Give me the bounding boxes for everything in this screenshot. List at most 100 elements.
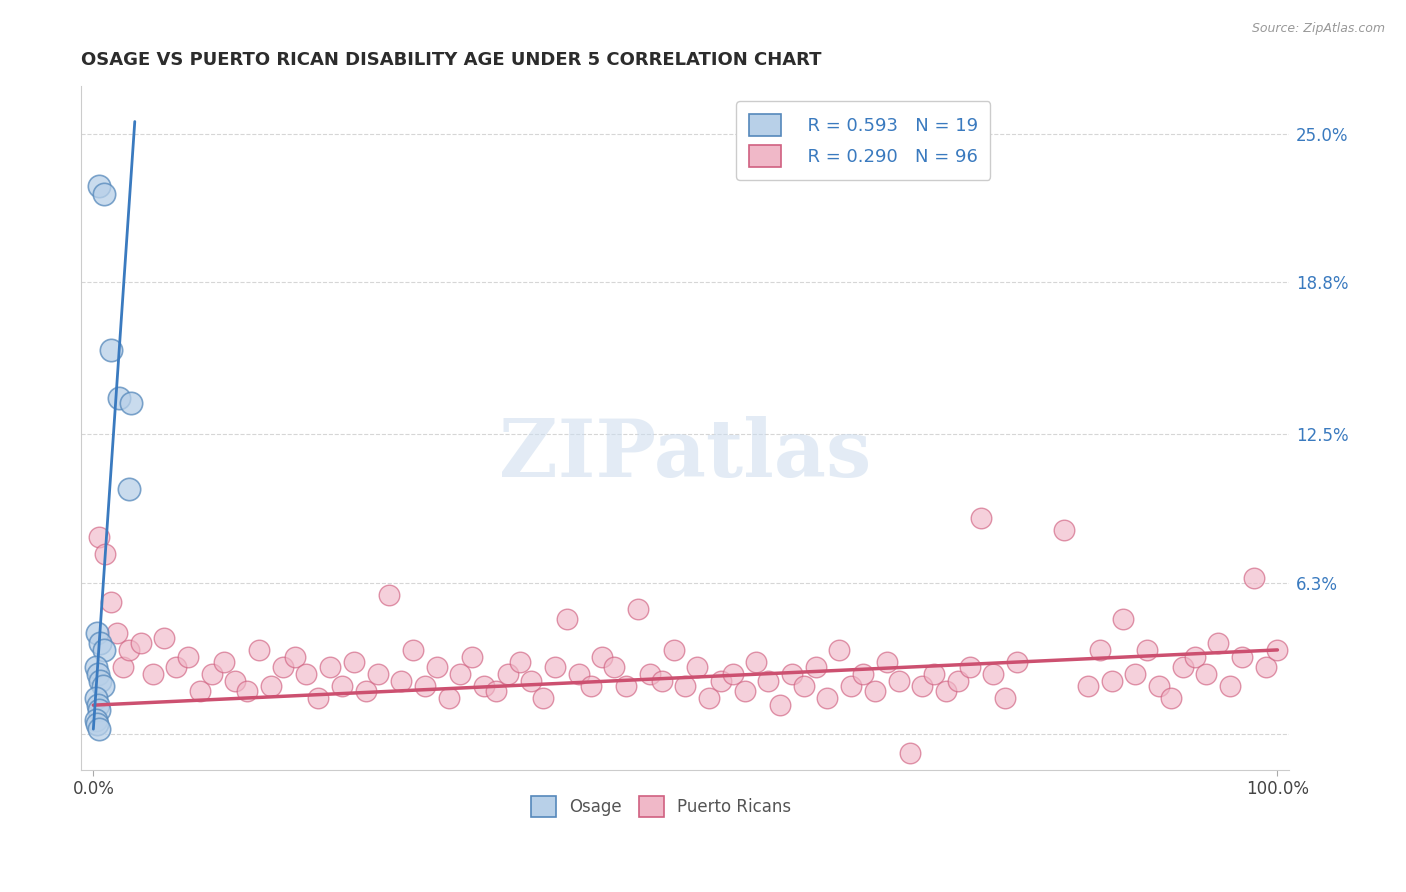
Point — [911, 679, 934, 693]
Point — [887, 674, 910, 689]
Point — [188, 683, 211, 698]
Point — [307, 690, 329, 705]
Point — [863, 683, 886, 698]
Point — [153, 631, 176, 645]
Point — [555, 612, 578, 626]
Point — [793, 679, 815, 693]
Point — [1184, 650, 1206, 665]
Point — [87, 667, 110, 681]
Point — [1254, 659, 1277, 673]
Point — [627, 602, 650, 616]
Point — [461, 650, 484, 665]
Point — [638, 667, 661, 681]
Text: Source: ZipAtlas.com: Source: ZipAtlas.com — [1251, 22, 1385, 36]
Point — [426, 659, 449, 673]
Point — [876, 655, 898, 669]
Point — [177, 650, 200, 665]
Point — [756, 674, 779, 689]
Point — [946, 674, 969, 689]
Point — [413, 679, 436, 693]
Point — [1160, 690, 1182, 705]
Point — [260, 679, 283, 693]
Point — [1005, 655, 1028, 669]
Point — [651, 674, 673, 689]
Point — [817, 690, 839, 705]
Point — [437, 690, 460, 705]
Point — [1195, 667, 1218, 681]
Point — [319, 659, 342, 673]
Point — [1243, 571, 1265, 585]
Point — [1219, 679, 1241, 693]
Point — [531, 690, 554, 705]
Point — [804, 659, 827, 673]
Point — [141, 667, 163, 681]
Point — [89, 674, 111, 689]
Text: ZIPatlas: ZIPatlas — [499, 417, 872, 494]
Point — [579, 679, 602, 693]
Point — [686, 659, 709, 673]
Point — [89, 530, 111, 544]
Point — [1147, 679, 1170, 693]
Point — [1136, 643, 1159, 657]
Point — [839, 679, 862, 693]
Point — [89, 722, 111, 736]
Point — [284, 650, 307, 665]
Point — [84, 659, 107, 673]
Point — [673, 679, 696, 693]
Point — [472, 679, 495, 693]
Point — [592, 650, 614, 665]
Point — [108, 391, 131, 405]
Point — [1267, 643, 1289, 657]
Point — [769, 698, 792, 713]
Point — [86, 717, 108, 731]
Point — [1112, 612, 1135, 626]
Point — [343, 655, 366, 669]
Point — [485, 683, 508, 698]
Point — [247, 643, 270, 657]
Point — [87, 698, 110, 713]
Point — [367, 667, 389, 681]
Point — [994, 690, 1017, 705]
Point — [236, 683, 259, 698]
Point — [496, 667, 519, 681]
Legend: Osage, Puerto Ricans: Osage, Puerto Ricans — [524, 789, 799, 823]
Point — [1088, 643, 1111, 657]
Point — [378, 588, 401, 602]
Point — [1206, 636, 1229, 650]
Text: OSAGE VS PUERTO RICAN DISABILITY AGE UNDER 5 CORRELATION CHART: OSAGE VS PUERTO RICAN DISABILITY AGE UND… — [82, 51, 823, 69]
Point — [89, 636, 111, 650]
Point — [93, 643, 115, 657]
Point — [898, 746, 921, 760]
Point — [201, 667, 224, 681]
Point — [100, 343, 122, 357]
Point — [828, 643, 851, 657]
Point — [1171, 659, 1194, 673]
Point — [120, 395, 142, 409]
Point — [544, 659, 567, 673]
Point — [662, 643, 685, 657]
Point — [959, 659, 981, 673]
Point — [852, 667, 875, 681]
Point — [1101, 674, 1123, 689]
Point — [118, 482, 141, 496]
Point — [981, 667, 1004, 681]
Point — [84, 690, 107, 705]
Point — [89, 179, 111, 194]
Point — [271, 659, 294, 673]
Point — [603, 659, 626, 673]
Point — [1053, 523, 1076, 537]
Point — [100, 595, 122, 609]
Point — [402, 643, 425, 657]
Point — [89, 703, 111, 717]
Point — [212, 655, 235, 669]
Point — [118, 643, 141, 657]
Point — [721, 667, 744, 681]
Point — [165, 659, 187, 673]
Point — [129, 636, 152, 650]
Point — [922, 667, 945, 681]
Point — [935, 683, 957, 698]
Point — [1230, 650, 1253, 665]
Point — [224, 674, 246, 689]
Point — [449, 667, 471, 681]
Point — [84, 713, 107, 727]
